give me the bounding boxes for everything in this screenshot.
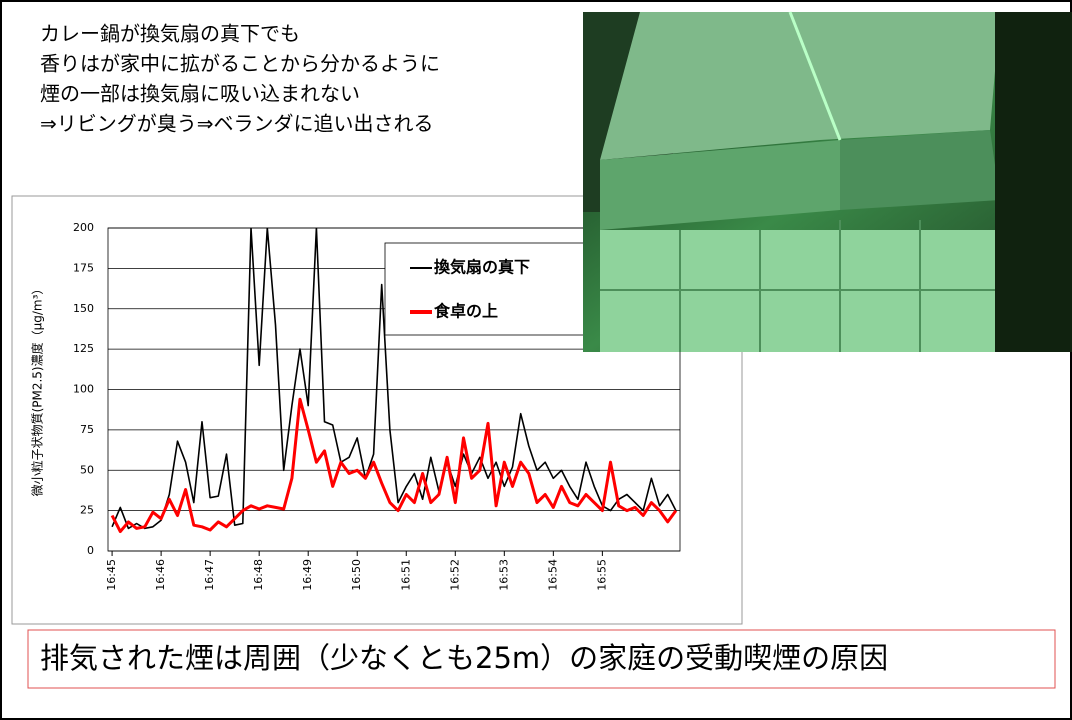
text-line: 香りはが家中に拡がることから分かるように	[40, 52, 440, 76]
series-group	[110, 228, 678, 534]
y-tick-label: 0	[87, 544, 94, 557]
y-tick-label: 75	[80, 423, 94, 436]
legend-label: 換気扇の真下	[434, 258, 530, 277]
x-tick-label: 16:46	[154, 559, 167, 591]
x-tick-label: 16:52	[448, 559, 461, 591]
series-line	[110, 397, 678, 534]
x-tick-label: 16:55	[595, 559, 608, 591]
conclusion: 排気された煙は周囲（少なくとも25m）の家庭の受動喫煙の原因	[40, 641, 888, 675]
y-tick-label: 175	[73, 261, 94, 274]
y-tick-label: 150	[73, 302, 94, 315]
x-tick-label: 16:48	[252, 559, 265, 591]
y-tick-label: 25	[80, 504, 94, 517]
x-tick-label: 16:50	[350, 559, 363, 591]
x-tick-label: 16:51	[399, 559, 412, 591]
photo	[583, 11, 1072, 352]
legend	[384, 242, 586, 336]
legend-label: 食卓の上	[433, 302, 498, 321]
y-tick-label: 200	[73, 221, 94, 234]
text-block: カレー鍋が換気扇の真下でも 香りはが家中に拡がることから分かるように 煙の一部は…	[40, 22, 440, 136]
x-tick-label: 16:49	[301, 559, 314, 591]
y-tick-label: 50	[80, 463, 94, 476]
text-line: カレー鍋が換気扇の真下でも	[40, 22, 300, 46]
conclusion-box	[27, 629, 1056, 689]
text-line: ⇒リビングが臭う⇒ベランダに追い出される	[40, 112, 434, 136]
x-tick-label: 16:47	[203, 559, 216, 591]
text-line: 煙の一部は換気扇に吸い込まれない	[40, 82, 360, 106]
x-tick-label: 16:45	[105, 559, 118, 591]
series-line	[111, 228, 677, 530]
x-tick-label: 16:54	[546, 559, 559, 591]
y-tick-label: 100	[73, 383, 94, 396]
x-tick-label: 16:53	[497, 559, 510, 591]
y-axis-label: 微小粒子状物質(PM2.5)濃度（μg/m³）	[30, 283, 45, 497]
y-tick-label: 125	[73, 342, 94, 355]
plot-area	[107, 227, 681, 552]
